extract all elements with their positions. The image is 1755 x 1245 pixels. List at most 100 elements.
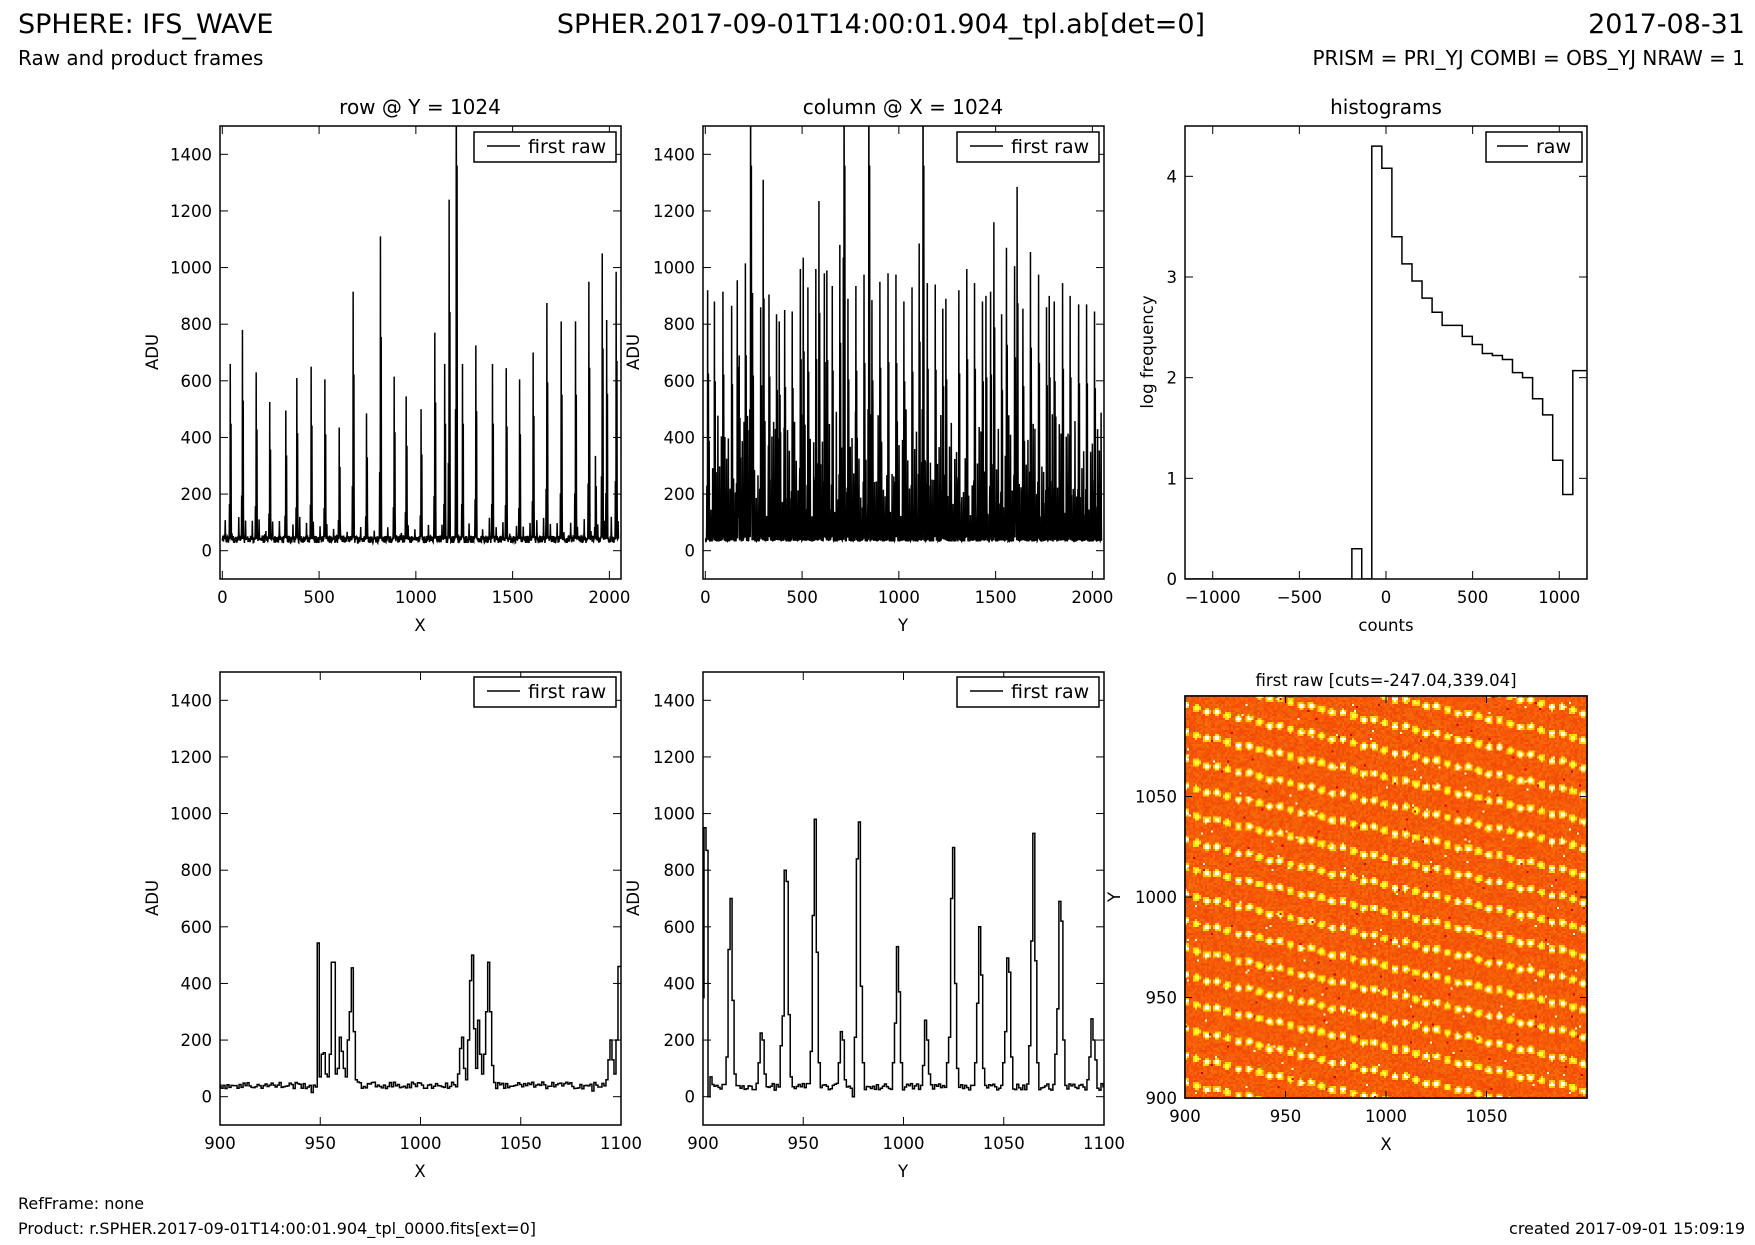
panel-row-zoom: X ADU 900 950 1000 1050 1100 0 200 400 600 800 100… [143, 671, 642, 1181]
x-tick-label: 1000 [400, 1134, 442, 1153]
x-tick-label: 500 [303, 588, 335, 607]
y-tick-label: 1000 [653, 259, 695, 278]
x-axis-label: Y [897, 616, 909, 635]
data-series-line [703, 818, 1104, 1098]
y-tick-label: 0 [202, 542, 213, 561]
x-axis-label: Y [897, 1162, 909, 1181]
y-tick-label: 200 [664, 1031, 696, 1050]
legend-box [956, 676, 1100, 708]
y-tick-label: 1400 [170, 145, 212, 164]
x-tick-label: 900 [687, 1134, 719, 1153]
data-series-line [704, 126, 1103, 544]
panel-title: column @ X = 1024 [803, 95, 1003, 119]
x-axis-label: X [414, 1162, 425, 1181]
x-tick-label: 1500 [975, 588, 1017, 607]
report-date: 2017-08-31 [1588, 9, 1745, 40]
legend: first raw [956, 676, 1100, 708]
x-tick-label: 1100 [1083, 1134, 1125, 1153]
panel-column-zoom: Y ADU 900 950 1000 1050 1100 0 200 400 600 800 100… [624, 671, 1125, 1181]
y-tick-label: 800 [181, 861, 213, 880]
panel-title: row @ Y = 1024 [339, 95, 501, 119]
footer-created: created 2017-09-01 15:09:19 [1509, 1219, 1745, 1238]
panel-title: first raw [cuts=-247.04,339.04] [1255, 671, 1516, 690]
x-tick-label: 950 [305, 1134, 337, 1153]
footer-product: Product: r.SPHER.2017-09-01T14:00:01.904… [18, 1219, 536, 1239]
x-tick-label: −500 [1277, 588, 1322, 607]
x-tick-label: 1000 [1365, 1107, 1407, 1126]
report-title: SPHERE: IFS_WAVE [18, 9, 273, 40]
y-tick-label: 1200 [170, 748, 212, 767]
y-tick-label: 0 [685, 1088, 696, 1107]
y-tick-label: 200 [664, 485, 696, 504]
data-series-line [221, 126, 620, 546]
y-tick-label: 800 [664, 861, 696, 880]
y-tick-label: 800 [664, 315, 696, 334]
report-subtitle: Raw and product frames [18, 46, 263, 70]
y-tick-label: 600 [664, 372, 696, 391]
y-axis-label: log frequency [1138, 295, 1157, 408]
x-tick-label: 500 [1457, 588, 1489, 607]
y-tick-label: 4 [1167, 167, 1178, 186]
axes-frame [702, 125, 1105, 580]
axes-frame [1184, 125, 1588, 580]
x-tick-label: 0 [217, 588, 228, 607]
legend-label: first raw [1011, 136, 1089, 158]
legend-box [473, 131, 617, 163]
file-title: SPHER.2017-09-01T14:00:01.904_tpl.ab[det… [557, 9, 1205, 40]
x-tick-label: 1500 [492, 588, 534, 607]
data-series-line [220, 942, 621, 1094]
x-tick-label: 1000 [878, 588, 920, 607]
panel-row-profile: row @ Y = 1024 X ADU 0 500 1000 1500 2000 0 20… [143, 95, 630, 635]
legend-label: first raw [528, 136, 606, 158]
legend-box [956, 131, 1100, 163]
panel-histogram: histograms counts log frequency −1000 −50… [1138, 95, 1588, 635]
panel-title: histograms [1330, 95, 1442, 119]
legend-label: raw [1536, 136, 1571, 158]
axes-frame [219, 671, 622, 1126]
legend: first raw [473, 131, 617, 163]
y-tick-label: 600 [664, 918, 696, 937]
y-tick-label: 2 [1167, 369, 1178, 388]
x-axis-label: counts [1358, 616, 1413, 635]
y-tick-label: 400 [181, 974, 213, 993]
x-tick-label: 2000 [1071, 588, 1113, 607]
x-tick-label: 900 [1169, 1107, 1201, 1126]
x-tick-label: −1000 [1185, 588, 1241, 607]
x-tick-label: 950 [1270, 1107, 1302, 1126]
y-tick-label: 0 [1167, 570, 1178, 589]
x-tick-label: 1000 [1538, 588, 1580, 607]
y-tick-label: 400 [181, 428, 213, 447]
x-axis-label: X [414, 616, 425, 635]
legend: first raw [473, 676, 617, 708]
y-tick-label: 900 [1146, 1089, 1178, 1108]
y-tick-label: 1000 [653, 805, 695, 824]
y-tick-label: 1050 [1135, 788, 1177, 807]
x-axis-label: X [1380, 1135, 1391, 1154]
x-tick-label: 0 [1381, 588, 1392, 607]
y-tick-label: 1000 [170, 259, 212, 278]
y-tick-label: 1400 [653, 145, 695, 164]
x-tick-label: 1100 [600, 1134, 642, 1153]
y-tick-label: 600 [181, 918, 213, 937]
legend-label: first raw [1011, 681, 1089, 703]
y-tick-label: 600 [181, 372, 213, 391]
y-tick-label: 0 [202, 1088, 213, 1107]
y-tick-label: 1000 [170, 805, 212, 824]
legend-box [1485, 131, 1583, 163]
x-tick-label: 500 [786, 588, 818, 607]
legend: raw [1485, 131, 1583, 163]
x-tick-label: 2000 [588, 588, 630, 607]
x-tick-label: 1050 [500, 1134, 542, 1153]
y-tick-label: 1400 [170, 691, 212, 710]
y-tick-label: 1000 [1135, 888, 1177, 907]
legend-box [473, 676, 617, 708]
histogram-series [1185, 145, 1587, 579]
y-tick-label: 1200 [170, 202, 212, 221]
y-tick-label: 200 [181, 485, 213, 504]
x-tick-label: 1000 [883, 1134, 925, 1153]
report-params: PRISM = PRI_YJ COMBI = OBS_YJ NRAW = 1 [1312, 46, 1745, 70]
axes-frame [702, 671, 1105, 1126]
y-axis-label: ADU [143, 880, 162, 916]
legend: first raw [956, 131, 1100, 163]
